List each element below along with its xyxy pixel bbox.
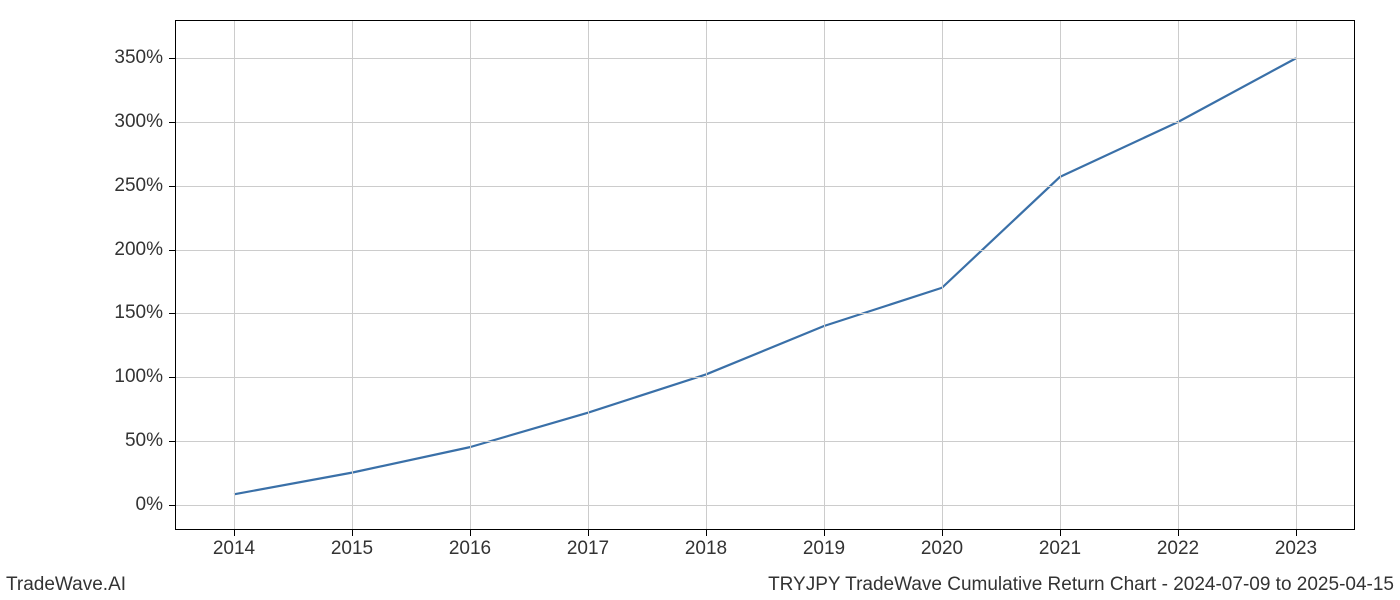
y-tick-mark xyxy=(169,186,175,187)
plot-area xyxy=(175,20,1355,530)
y-tick-label: 250% xyxy=(0,175,163,197)
y-tick-mark xyxy=(169,58,175,59)
gridline-vertical xyxy=(1060,20,1061,530)
x-tick-mark xyxy=(1296,530,1297,536)
y-tick-mark xyxy=(169,313,175,314)
gridline-vertical xyxy=(588,20,589,530)
gridline-vertical xyxy=(1296,20,1297,530)
x-tick-mark xyxy=(1060,530,1061,536)
x-tick-label: 2018 xyxy=(685,538,727,560)
y-tick-mark xyxy=(169,441,175,442)
gridline-vertical xyxy=(1178,20,1179,530)
x-tick-mark xyxy=(1178,530,1179,536)
footer-left-text: TradeWave.AI xyxy=(6,574,126,596)
line-path xyxy=(234,58,1296,494)
x-tick-label: 2016 xyxy=(449,538,491,560)
x-tick-label: 2021 xyxy=(1039,538,1081,560)
chart-container: TradeWave.AI TRYJPY TradeWave Cumulative… xyxy=(0,0,1400,600)
x-tick-label: 2020 xyxy=(921,538,963,560)
x-tick-label: 2023 xyxy=(1275,538,1317,560)
y-tick-mark xyxy=(169,250,175,251)
x-tick-mark xyxy=(470,530,471,536)
y-tick-mark xyxy=(169,377,175,378)
y-tick-mark xyxy=(169,505,175,506)
gridline-vertical xyxy=(824,20,825,530)
y-tick-label: 150% xyxy=(0,302,163,324)
y-tick-label: 50% xyxy=(0,430,163,452)
x-tick-mark xyxy=(942,530,943,536)
gridline-vertical xyxy=(706,20,707,530)
y-tick-label: 200% xyxy=(0,239,163,261)
gridline-vertical xyxy=(470,20,471,530)
y-tick-label: 100% xyxy=(0,366,163,388)
gridline-vertical xyxy=(234,20,235,530)
y-tick-mark xyxy=(169,122,175,123)
x-tick-mark xyxy=(352,530,353,536)
x-tick-mark xyxy=(588,530,589,536)
x-tick-mark xyxy=(824,530,825,536)
gridline-vertical xyxy=(352,20,353,530)
y-tick-label: 0% xyxy=(0,494,163,516)
y-tick-label: 350% xyxy=(0,47,163,69)
x-tick-label: 2017 xyxy=(567,538,609,560)
gridline-vertical xyxy=(942,20,943,530)
x-tick-label: 2022 xyxy=(1157,538,1199,560)
y-tick-label: 300% xyxy=(0,111,163,133)
footer-right-text: TRYJPY TradeWave Cumulative Return Chart… xyxy=(768,574,1394,596)
x-tick-mark xyxy=(234,530,235,536)
x-tick-label: 2015 xyxy=(331,538,373,560)
x-tick-label: 2014 xyxy=(213,538,255,560)
x-tick-label: 2019 xyxy=(803,538,845,560)
x-tick-mark xyxy=(706,530,707,536)
